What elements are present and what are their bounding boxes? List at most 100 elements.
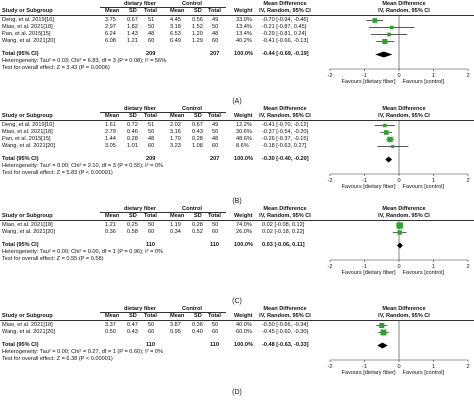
- overall-effect-text: Test for overall effect: Z = 0.55 (P = 0…: [2, 256, 104, 262]
- favours-right-label: Favours [control]: [402, 370, 444, 376]
- x-tick-label: 1: [432, 178, 435, 184]
- mean2-cell: 3.23: [170, 143, 181, 149]
- n2-cell: 50: [212, 222, 219, 228]
- weight-cell: 48.6%: [236, 136, 252, 142]
- sd1-cell: 0.46: [127, 129, 138, 135]
- weight-header: Weight: [234, 313, 253, 319]
- study-name: Miao, et al. 2021[18]: [2, 129, 53, 135]
- sd2-cell: 1.08: [192, 143, 203, 149]
- plot-title-header: Mean Difference: [382, 106, 426, 112]
- total-weight: 100.0%: [234, 242, 253, 248]
- sd2-cell: 0.52: [192, 229, 203, 235]
- ci-cell: -0.41 [-0.70, -0.12]: [262, 122, 309, 128]
- sd2-cell: 0.56: [192, 17, 203, 23]
- sd2-cell: 0.28: [192, 222, 203, 228]
- total-n1: 209: [146, 51, 156, 57]
- weight-header: Weight: [234, 113, 253, 119]
- n1-cell: 50: [148, 129, 155, 135]
- study-name: Deng, et al. 2019[16]: [2, 122, 54, 128]
- header-rule-upper: [100, 7, 226, 8]
- ci-cell: -0.41 [-0.66, -0.13]: [262, 38, 309, 44]
- n1-cell: 50: [148, 24, 155, 30]
- n1-cell: 50: [148, 322, 155, 328]
- x-tick-label: 1: [432, 73, 435, 79]
- ci-cell: 0.02 [-0.18, 0.22]: [262, 229, 305, 235]
- panel-label: (B): [232, 198, 242, 205]
- sd1-cell: 0.58: [127, 229, 138, 235]
- total-ci: -0.30 [-0.40, -0.20]: [262, 156, 309, 162]
- weight-cell: 13.4%: [236, 24, 252, 30]
- n1-cell: 60: [148, 38, 155, 44]
- n1-cell: 60: [148, 229, 155, 235]
- favours-right-label: Favours [control]: [402, 184, 444, 190]
- weight-cell: 40.0%: [236, 322, 252, 328]
- header-rule: [0, 15, 474, 16]
- sd2-cell: 0.40: [192, 329, 203, 335]
- x-tick-label: -1: [362, 364, 367, 370]
- x-tick-label: -1: [362, 264, 367, 270]
- n1-cell: 48: [148, 136, 155, 142]
- plot-title-header: Mean Difference: [382, 1, 426, 7]
- favours-left-label: Favours [dietary fiber]: [341, 370, 396, 376]
- total-weight: 100.0%: [234, 342, 253, 348]
- sd2-cell: 0.36: [192, 322, 203, 328]
- sd1-header: SD: [129, 313, 137, 319]
- sd2-cell: 0.28: [192, 136, 203, 142]
- mean1-cell: 6.08: [105, 38, 116, 44]
- ci-cell: -0.50 [-0.66, -0.34]: [262, 322, 309, 328]
- mean1-cell: 2.79: [105, 129, 116, 135]
- total-n1: 209: [146, 156, 156, 162]
- favours-left-label: Favours [dietary fiber]: [341, 184, 396, 190]
- heterogeneity-text: Heterogeneity: Tau² = 0.00; Chi² = 0.00,…: [2, 249, 164, 255]
- ci-cell: -0.26 [-0.37, -0.15]: [262, 136, 309, 142]
- total-label: Total (95% CI): [2, 242, 39, 248]
- sd1-cell: 1.82: [127, 24, 138, 30]
- total-weight: 100.0%: [234, 51, 253, 57]
- heterogeneity-text: Heterogeneity: Tau² = 0.00; Chi² = 2.10,…: [2, 163, 164, 169]
- n2-cell: 60: [212, 329, 219, 335]
- sd1-cell: 0.28: [127, 136, 138, 142]
- x-tick-label: -2: [328, 264, 333, 270]
- forest-plot-b: -2 -1 0 1 2 Favours [dietary fiber] Favours [c…: [328, 121, 470, 190]
- n1-cell: 60: [148, 329, 155, 335]
- total-diamond: [385, 156, 393, 163]
- total-diamond: [375, 51, 393, 58]
- study-marker: [382, 38, 388, 45]
- mean2-cell: 3.87: [170, 322, 181, 328]
- total-ci: 0.03 [-0.06, 0.11]: [262, 242, 305, 248]
- weight-header: Weight: [234, 8, 253, 14]
- mean2-cell: 0.95: [170, 329, 181, 335]
- study-name: Pan, et al. 2015[15]: [2, 31, 51, 37]
- total-n1: 110: [146, 242, 156, 248]
- weight-cell: 30.6%: [236, 129, 252, 135]
- mean1-cell: 1.61: [105, 122, 116, 128]
- sd2-cell: 0.67: [192, 122, 203, 128]
- overall-effect-text: Test for overall effect: Z = 5.83 (P < 0…: [2, 170, 113, 176]
- x-tick-label: -1: [362, 178, 367, 184]
- plot-sub-header: IV, Random, 95% CI: [378, 113, 430, 119]
- study-marker: [397, 230, 402, 235]
- ci-cell: -0.18 [-0.63, 0.27]: [262, 143, 307, 149]
- total2-header: Total: [208, 8, 221, 14]
- weight-cell: 8.6%: [236, 143, 249, 149]
- n2-cell: 50: [212, 129, 219, 135]
- sd2-cell: 0.43: [192, 129, 203, 135]
- group2-header: Control: [182, 306, 202, 312]
- study-marker: [387, 32, 391, 37]
- x-tick-label: 0: [397, 178, 400, 184]
- x-tick-label: 2: [466, 178, 469, 184]
- group2-header: Control: [182, 106, 202, 112]
- favours-right-label: Favours [control]: [402, 79, 444, 85]
- mean2-cell: 6.49: [170, 38, 181, 44]
- group2-header: Control: [182, 1, 202, 7]
- favours-left-label: Favours [dietary fiber]: [341, 270, 396, 276]
- header-rule: [0, 120, 474, 121]
- favours-right-label: Favours [control]: [402, 270, 444, 276]
- n1-cell: 48: [148, 31, 155, 37]
- total-label: Total (95% CI): [2, 156, 39, 162]
- ci-cell: -0.21 [-0.87, 0.45]: [262, 24, 307, 30]
- sd2-header: SD: [194, 8, 202, 14]
- n2-cell: 60: [212, 229, 219, 235]
- mean1-cell: 6.24: [105, 31, 116, 37]
- sd1-cell: 1.43: [127, 31, 138, 37]
